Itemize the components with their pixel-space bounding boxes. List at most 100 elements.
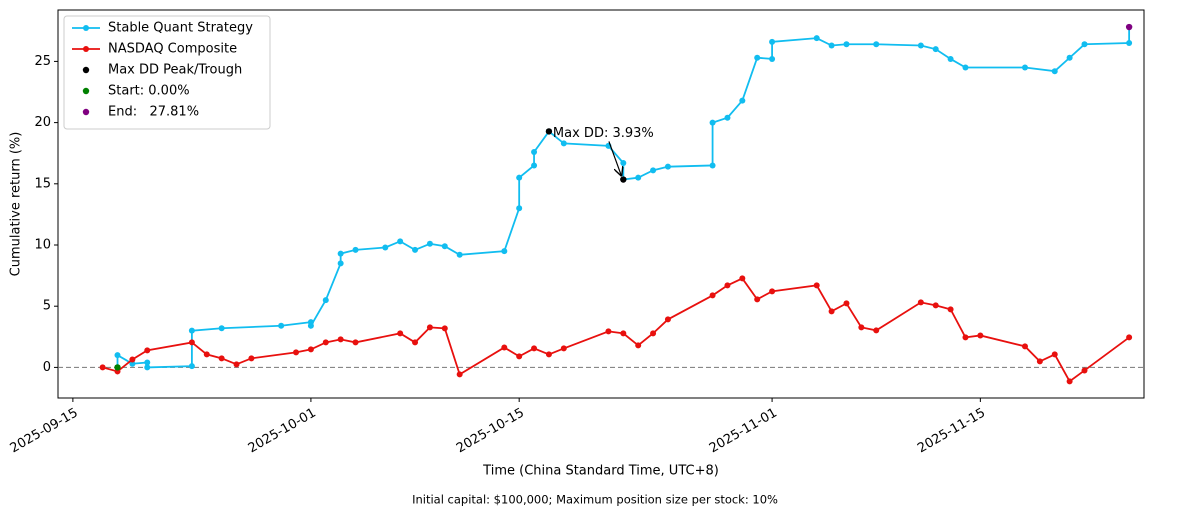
data-point xyxy=(620,330,627,337)
data-point xyxy=(605,328,612,335)
y-tick-label: 0 xyxy=(43,360,51,375)
data-point xyxy=(917,42,924,49)
data-point xyxy=(188,363,195,370)
marker-point xyxy=(114,364,121,371)
data-point xyxy=(1126,334,1133,341)
legend-marker xyxy=(82,66,90,74)
y-tick-label: 5 xyxy=(43,299,51,314)
data-point xyxy=(441,243,448,250)
data-point xyxy=(769,288,776,295)
data-point xyxy=(188,327,195,334)
data-point xyxy=(709,162,716,169)
data-point xyxy=(501,344,508,351)
data-point xyxy=(724,282,731,289)
data-point xyxy=(709,119,716,126)
data-point xyxy=(144,359,151,366)
data-point xyxy=(352,246,359,253)
data-point xyxy=(947,55,954,62)
data-point xyxy=(426,240,433,247)
data-point xyxy=(218,325,225,332)
data-point xyxy=(828,308,835,315)
data-point xyxy=(516,205,523,212)
x-tick-label: 2025-11-15 xyxy=(915,406,988,457)
data-point xyxy=(1051,68,1058,75)
data-point xyxy=(754,296,761,303)
data-point xyxy=(441,325,448,332)
y-tick-label: 15 xyxy=(34,176,51,191)
y-axis-label: Cumulative return (%) xyxy=(9,132,24,277)
marker-point xyxy=(545,128,553,135)
data-point xyxy=(397,238,404,245)
data-point xyxy=(337,260,344,267)
data-point xyxy=(322,297,329,304)
x-tick-label: 2025-09-15 xyxy=(8,406,81,457)
data-point xyxy=(858,324,865,331)
data-point xyxy=(1126,40,1133,47)
marker-point xyxy=(1125,23,1133,31)
data-point xyxy=(932,46,939,53)
x-tick-label: 2025-10-01 xyxy=(246,406,319,457)
data-point xyxy=(635,174,642,181)
data-point xyxy=(664,163,671,170)
annotation-arrow xyxy=(608,141,621,175)
data-point xyxy=(709,292,716,299)
data-point xyxy=(233,361,240,368)
data-point xyxy=(1081,41,1088,48)
data-point xyxy=(456,371,463,378)
data-point xyxy=(397,330,404,337)
data-point xyxy=(248,355,255,362)
data-point xyxy=(382,244,389,251)
data-point xyxy=(129,360,136,367)
data-point xyxy=(560,140,567,147)
data-point xyxy=(977,332,984,339)
legend-label: End: 27.81% xyxy=(108,105,199,120)
data-point xyxy=(293,349,300,356)
data-point xyxy=(129,356,136,363)
data-point xyxy=(218,355,225,362)
data-point xyxy=(307,322,314,329)
data-point xyxy=(531,162,538,169)
data-point xyxy=(99,364,106,371)
data-point xyxy=(307,346,314,353)
data-point xyxy=(114,352,121,359)
data-point xyxy=(1021,343,1028,350)
data-point xyxy=(412,339,419,346)
data-point xyxy=(962,64,969,71)
data-point xyxy=(188,339,195,346)
data-point xyxy=(322,339,329,346)
data-point xyxy=(932,302,939,309)
legend-marker xyxy=(82,108,90,116)
y-tick-label: 25 xyxy=(34,54,51,69)
legend: Stable Quant Strategy NASDAQ Composite Max… xyxy=(63,15,271,130)
data-point xyxy=(843,41,850,48)
data-point xyxy=(873,327,880,334)
data-point xyxy=(962,334,969,341)
data-point xyxy=(516,353,523,360)
data-point xyxy=(412,246,419,253)
data-point xyxy=(560,345,567,352)
data-point xyxy=(813,282,820,289)
x-axis-label: Time (China Standard Time, UTC+8) xyxy=(482,464,719,479)
data-point xyxy=(828,42,835,49)
legend-label: NASDAQ Composite xyxy=(108,42,237,57)
data-point xyxy=(531,148,538,155)
data-point xyxy=(620,159,627,166)
data-point xyxy=(769,38,776,45)
annotation: Max DD: 3.93% xyxy=(553,126,654,141)
data-point xyxy=(531,345,538,352)
marker-point xyxy=(620,176,627,183)
data-point xyxy=(843,300,850,307)
data-point xyxy=(144,347,151,354)
data-point xyxy=(739,97,746,104)
data-point xyxy=(1081,367,1088,374)
legend-label: Stable Quant Strategy xyxy=(108,21,253,36)
data-point xyxy=(501,248,508,255)
legend-label: Start: 0.00% xyxy=(108,84,190,99)
data-point xyxy=(650,167,657,174)
x-tick-label: 2025-11-01 xyxy=(707,406,780,457)
data-point xyxy=(337,336,344,343)
data-point xyxy=(917,299,924,306)
data-point xyxy=(813,35,820,42)
plot-area xyxy=(57,9,1145,399)
